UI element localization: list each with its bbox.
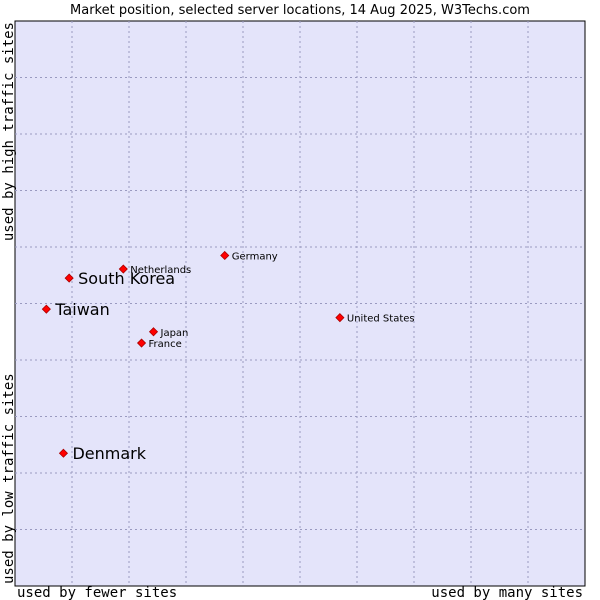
data-point-south-korea: South Korea xyxy=(64,269,175,288)
point-marker xyxy=(148,327,159,337)
point-marker xyxy=(335,313,345,323)
point-label: United States xyxy=(347,314,415,325)
point-marker xyxy=(118,264,128,274)
x-axis-label-left: used by fewer sites xyxy=(17,585,177,600)
data-point-germany: Germany xyxy=(220,250,278,262)
y-axis-label-bottom: used by low traffic sites xyxy=(1,373,17,584)
data-point-united-states: United States xyxy=(335,313,415,325)
x-axis-label-right: used by many sites xyxy=(431,585,583,600)
data-point-france: France xyxy=(136,338,182,350)
point-label: South Korea xyxy=(78,269,175,288)
data-point-netherlands: Netherlands xyxy=(118,264,191,276)
point-label: France xyxy=(149,339,182,350)
point-label: Netherlands xyxy=(130,265,191,276)
point-label: Taiwan xyxy=(54,300,109,319)
point-marker xyxy=(64,273,74,283)
data-point-taiwan: Taiwan xyxy=(41,300,110,319)
data-points: United States Germany Netherlands JapanFran… xyxy=(41,250,415,463)
chart-title: Market position, selected server locatio… xyxy=(70,3,530,18)
point-marker xyxy=(58,448,69,458)
point-marker xyxy=(220,250,230,261)
grid-lines xyxy=(15,21,585,586)
point-label: Denmark xyxy=(72,444,146,463)
point-label: Germany xyxy=(232,251,278,262)
y-axis-label-top: used by high traffic sites xyxy=(1,22,17,241)
data-point-denmark: Denmark xyxy=(58,444,147,463)
point-marker xyxy=(136,338,147,348)
point-marker xyxy=(41,304,51,314)
data-point-japan: Japan xyxy=(148,327,189,339)
point-label: Japan xyxy=(160,328,189,339)
